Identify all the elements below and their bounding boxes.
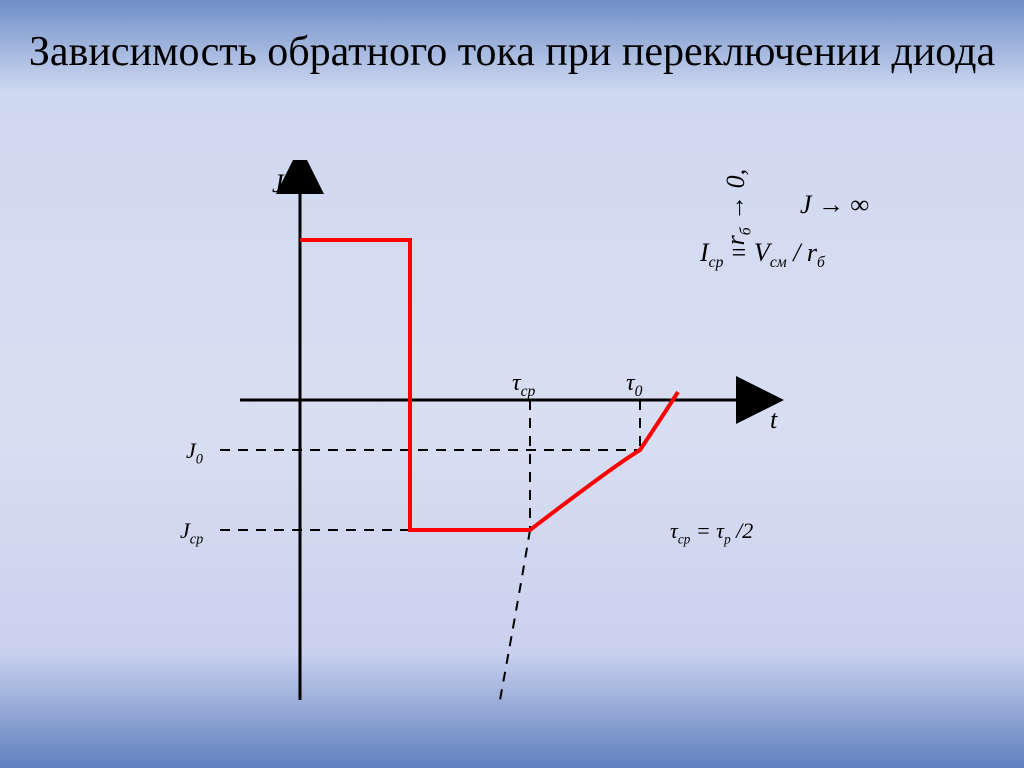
svg-text:t: t	[770, 405, 778, 434]
slide-title: Зависимость обратного тока при переключе…	[0, 28, 1024, 76]
svg-text:τср: τср	[512, 370, 536, 400]
svg-text:J0: J0	[186, 438, 203, 468]
switching-chart: Jt J0 Jср τср τ0	[170, 160, 870, 720]
svg-text:Jср: Jср	[180, 518, 203, 548]
svg-text:τ0: τ0	[626, 370, 643, 400]
svg-text:J: J	[272, 169, 285, 198]
